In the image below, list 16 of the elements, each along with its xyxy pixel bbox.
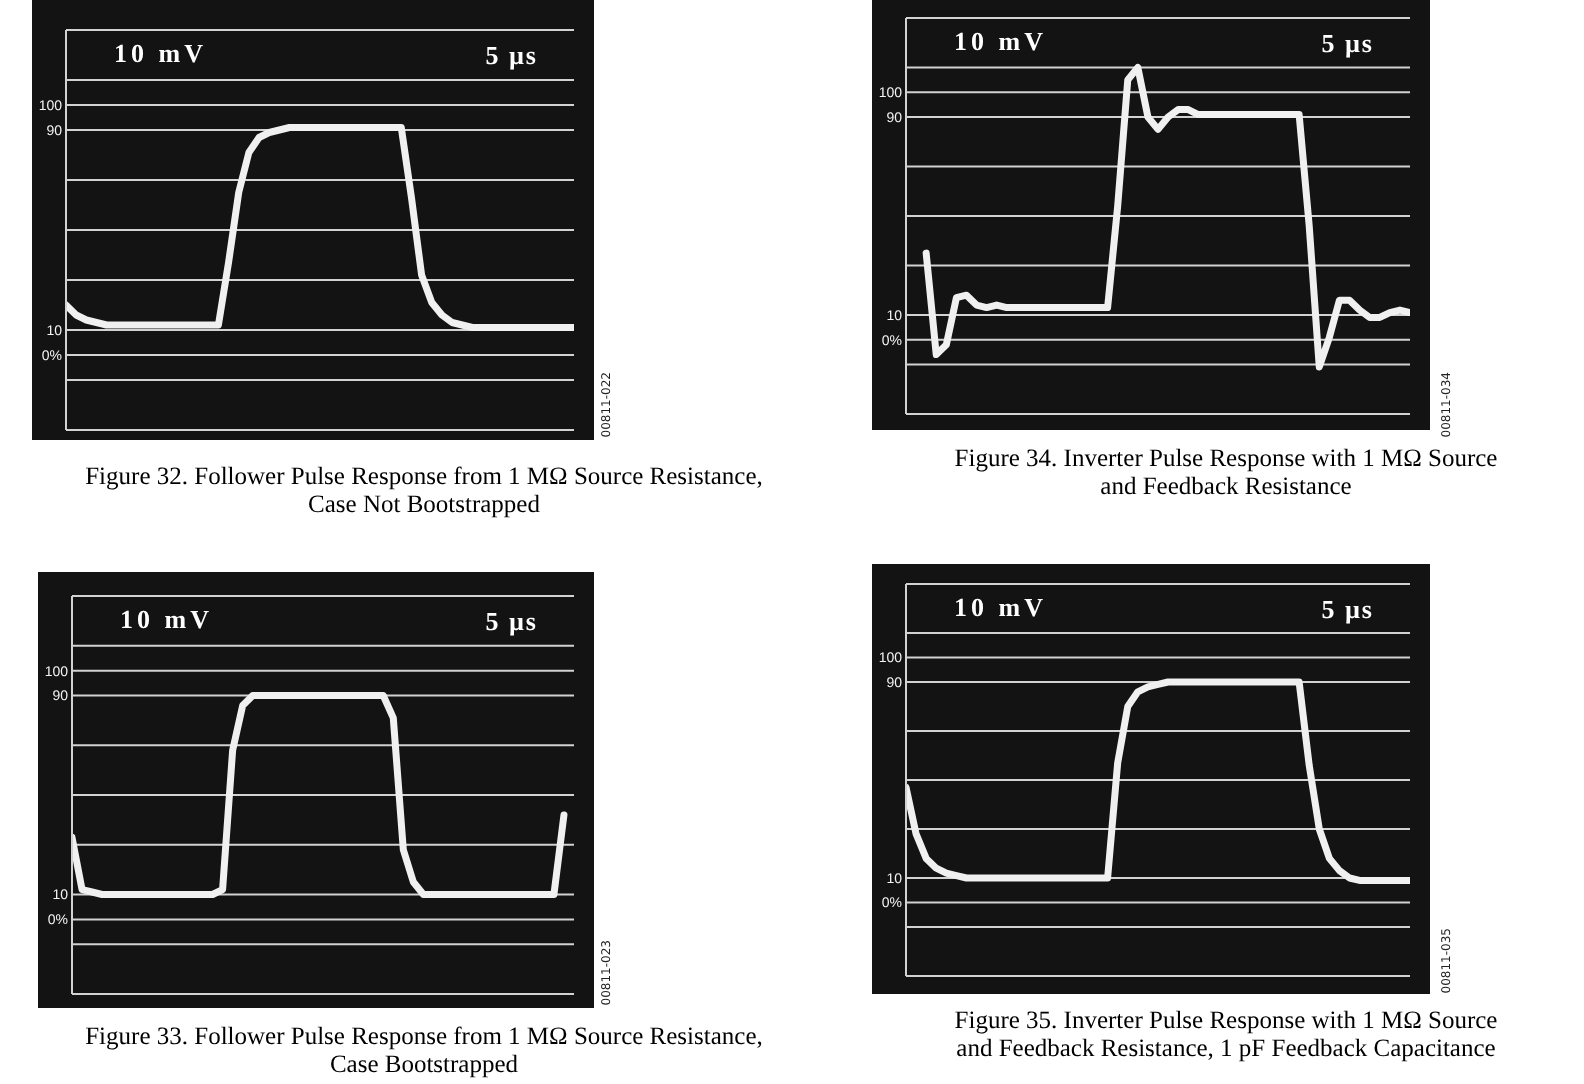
annotation: 10 mV — [114, 38, 207, 70]
annotation: 5 µs — [1321, 594, 1374, 626]
annotation: 5 µs — [1321, 28, 1374, 60]
text: Figure 35. Inverter Pulse Response with 1 MΩ Source and Feedback Resistance, 1 pF Feedback Capacitance — [952, 1006, 1500, 1062]
line-series — [906, 678, 1410, 884]
line-series — [66, 124, 574, 331]
annotation: 10 mV — [954, 592, 1047, 624]
annotation: 5 µs — [485, 606, 538, 638]
text: Figure 33. Follower Pulse Response from 1 MΩ Source Resistance, Case Bootstrapped — [83, 1022, 765, 1078]
annotation: 10 mV — [120, 604, 213, 636]
annotation: 10 mV — [954, 26, 1047, 58]
line-series — [72, 692, 568, 898]
text: Figure 34. Inverter Pulse Response with 1 MΩ Source and Feedback Resistance — [952, 444, 1500, 500]
line-series — [922, 64, 1410, 371]
text: Figure 32. Follower Pulse Response from 1 MΩ Source Resistance, Case Not Bootstrapped — [83, 462, 765, 518]
annotation: 5 µs — [485, 40, 538, 72]
